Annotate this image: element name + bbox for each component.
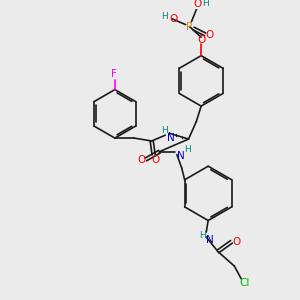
Text: F: F: [111, 69, 117, 79]
Text: Cl: Cl: [240, 278, 250, 287]
Text: O: O: [137, 155, 145, 165]
Text: O: O: [206, 30, 214, 40]
Text: N: N: [206, 235, 214, 245]
Text: N: N: [177, 152, 185, 161]
Text: N: N: [167, 133, 175, 143]
Text: H: H: [184, 145, 191, 154]
Text: P: P: [186, 22, 193, 32]
Text: O: O: [232, 237, 240, 247]
Text: H: H: [202, 0, 208, 8]
Text: O: O: [169, 14, 177, 24]
Text: O: O: [152, 155, 160, 165]
Text: H: H: [199, 230, 206, 239]
Text: O: O: [197, 35, 205, 45]
Text: O: O: [193, 0, 201, 9]
Text: H: H: [161, 126, 168, 135]
Text: H: H: [161, 12, 168, 21]
